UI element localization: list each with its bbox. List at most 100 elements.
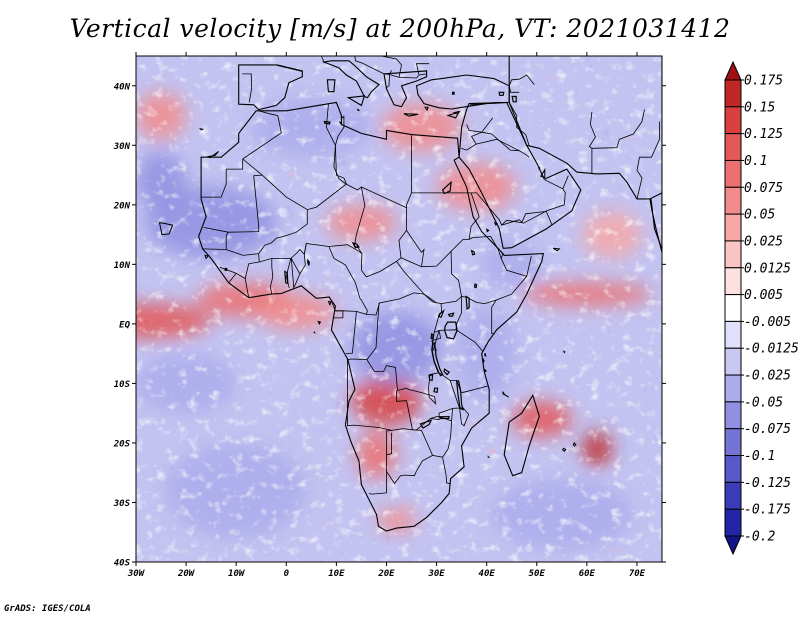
colorbar-box — [724, 267, 742, 296]
coastline-africa — [198, 101, 544, 532]
country-border — [455, 296, 498, 335]
x-tick-label: 0 — [284, 569, 290, 579]
country-border — [386, 455, 433, 485]
coastline-madagascar — [503, 393, 540, 477]
country-border — [244, 261, 259, 298]
y-tick-label: 30N — [113, 142, 131, 152]
island-rhodes — [424, 106, 429, 112]
colorbar-box — [724, 455, 742, 483]
colorbar-label: 0.075 — [744, 181, 783, 196]
island-annobon — [313, 330, 316, 334]
island-seychelles-mahe — [562, 350, 566, 354]
lake-kyoga — [447, 312, 455, 317]
lake-tana — [470, 249, 476, 256]
lake-chad — [351, 241, 360, 249]
country-border — [431, 329, 442, 341]
x-tick-label: 70E — [629, 569, 646, 579]
island-cape-verde — [158, 222, 174, 236]
lake-abaya — [473, 283, 478, 289]
island-reunion — [562, 447, 567, 452]
colorbar: 0.175 0.15 0.125 0.1 0.075 0.05 0.025 0.0125 0.0… — [724, 60, 799, 556]
country-border — [508, 85, 520, 93]
x-tick-label: 40E — [479, 569, 496, 579]
island-farasan — [493, 221, 499, 226]
island-bijagos — [204, 254, 210, 260]
country-border — [486, 102, 507, 104]
country-border — [442, 457, 451, 485]
island-cyprus-north — [452, 110, 460, 115]
colorbar-label: -0.2 — [744, 530, 775, 545]
country-border — [468, 235, 499, 250]
country-border — [219, 266, 237, 274]
x-tick-label: 20W — [177, 569, 196, 579]
colorbar-box — [724, 186, 742, 215]
country-border — [386, 432, 392, 456]
lake-volta — [284, 270, 289, 285]
colorbar-box — [724, 79, 742, 108]
colorbar-label: 0.125 — [744, 127, 783, 142]
country-border — [347, 292, 443, 405]
country-border — [290, 258, 301, 289]
lake-turkana — [465, 295, 470, 311]
country-border — [500, 258, 527, 277]
colorbar-box — [724, 106, 742, 135]
x-tick-label: 60E — [579, 569, 596, 579]
lake-kariba — [419, 419, 433, 429]
island-canary-islands — [206, 150, 220, 159]
colorbar-bottom-triangle — [724, 535, 742, 556]
island-mafia — [483, 368, 488, 373]
country-border — [450, 216, 480, 297]
country-border — [202, 248, 259, 256]
map-axes: 30W 20W 10W 0 10E 20E 30E 40E 50E 60E 70E 40N 30N 20N… — [113, 52, 666, 579]
colorbar-label: 0.0125 — [744, 261, 791, 276]
y-tick-label: 30S — [113, 499, 131, 509]
x-tick-label: 50E — [529, 569, 546, 579]
country-border — [470, 102, 497, 106]
country-border — [345, 311, 357, 354]
island-sao-tome — [317, 320, 322, 325]
country-border — [225, 174, 263, 250]
island-kerkennah — [340, 115, 345, 119]
country-border — [293, 243, 307, 288]
country-border — [496, 255, 532, 301]
island-djerba — [338, 121, 343, 125]
island-malta — [356, 108, 360, 112]
country-border — [470, 192, 480, 217]
lake-bangweulu — [433, 387, 439, 394]
y-tick-label: 20N — [113, 201, 131, 211]
colorbar-label: 0.15 — [744, 100, 775, 115]
country-border — [277, 65, 303, 72]
country-border — [353, 186, 397, 278]
island-bahrain — [538, 166, 541, 170]
colorbar-box — [724, 320, 742, 349]
colorbar-box — [724, 374, 742, 403]
country-border — [285, 258, 292, 289]
country-border — [636, 121, 660, 199]
colorbar-box — [724, 213, 742, 242]
country-border — [366, 302, 380, 360]
tana-river-delta — [224, 267, 228, 271]
country-border — [347, 359, 414, 431]
x-tick-label: 30E — [427, 569, 445, 579]
country-border — [395, 207, 437, 304]
colorbar-box — [724, 294, 742, 322]
country-border — [203, 227, 229, 233]
country-border — [430, 407, 454, 421]
country-border — [481, 131, 520, 152]
coastline-iran-pakistan — [508, 56, 662, 253]
colorbar-label: -0.1 — [744, 449, 775, 464]
country-border — [242, 115, 282, 160]
coastline-iberia — [238, 64, 303, 111]
country-border — [242, 73, 253, 103]
colorbar-label: -0.0125 — [744, 342, 799, 357]
lake-cahora-bassa — [439, 416, 450, 420]
colorbar-box — [724, 428, 742, 457]
lake-nasser — [441, 180, 452, 195]
chart-title: Vertical velocity [m/s] at 200hPa, VT: 2… — [69, 14, 731, 43]
lake-rukwa — [443, 368, 450, 376]
country-border — [591, 109, 645, 149]
coastline-italy — [321, 60, 380, 99]
colorbar-box — [724, 133, 742, 161]
country-border — [381, 56, 402, 78]
